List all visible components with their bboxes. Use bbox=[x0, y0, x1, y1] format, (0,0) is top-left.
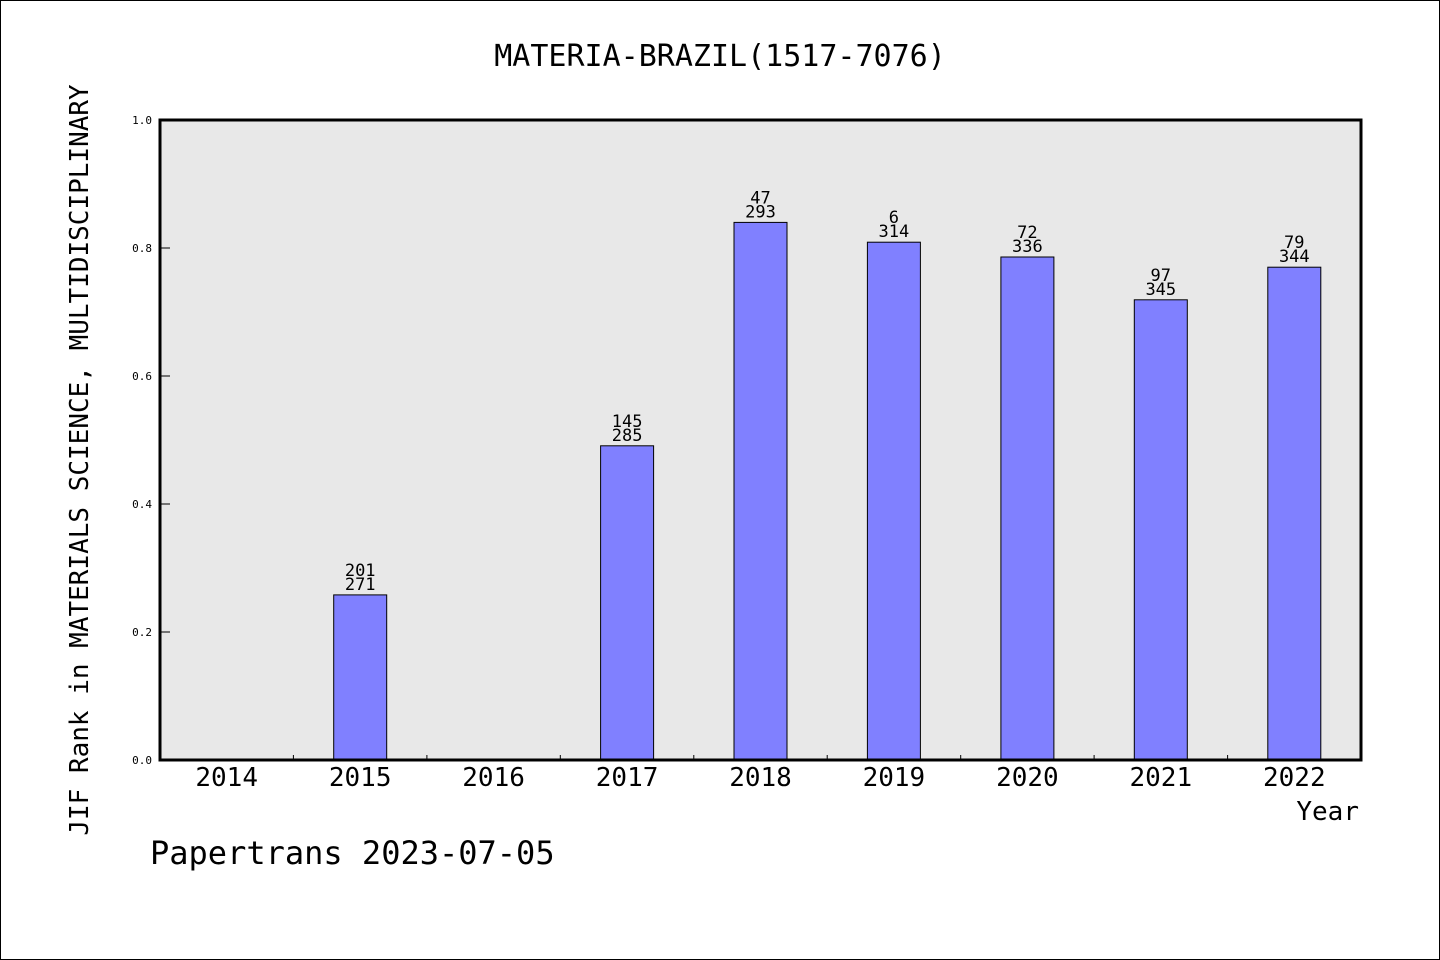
bars-group bbox=[333, 221, 1322, 761]
x-axis: 2014 2015 2016 2017 2018 2019 2020 2021 2022 bbox=[195, 755, 1326, 793]
bar-label-rank-2017: 145 bbox=[612, 412, 643, 432]
y-tick-label: 1.0 bbox=[132, 114, 152, 127]
bar-label-total-2021: 345 bbox=[1145, 280, 1176, 300]
bar-label-total-2020: 336 bbox=[1012, 237, 1043, 257]
x-tick-label-2017: 2017 bbox=[596, 763, 659, 793]
y-tick-label: 0.6 bbox=[132, 370, 152, 383]
x-tick-label-2014: 2014 bbox=[195, 763, 258, 793]
bar-label-rank-2015: 201 bbox=[345, 561, 376, 581]
footer-credit: Papertrans 2023-07-05 bbox=[150, 834, 555, 872]
bar-label-total-2019: 314 bbox=[879, 222, 910, 242]
chart-title: MATERIA-BRAZIL(1517-7076) bbox=[494, 39, 946, 74]
bar-2015 bbox=[333, 594, 388, 761]
y-tick-label: 0.2 bbox=[132, 626, 152, 639]
bar-label-total-2022: 344 bbox=[1279, 247, 1310, 267]
bar-label-rank-2019: 6 bbox=[889, 208, 899, 228]
bar-label-rank-2021: 97 bbox=[1151, 266, 1171, 286]
bar-2017 bbox=[600, 445, 655, 761]
bar-2019 bbox=[866, 241, 921, 761]
y-tick-label: 0.0 bbox=[132, 754, 152, 767]
bar-label-rank-2018: 47 bbox=[750, 188, 770, 208]
x-tick-label-2020: 2020 bbox=[996, 763, 1059, 793]
x-tick-label-2019: 2019 bbox=[863, 763, 926, 793]
bar-2022 bbox=[1267, 266, 1322, 761]
bar-2020 bbox=[1000, 256, 1055, 761]
x-tick-label-2016: 2016 bbox=[462, 763, 525, 793]
plot-border bbox=[158, 118, 1363, 762]
x-axis-label: Year bbox=[1296, 797, 1359, 827]
y-axis-label: JIF Rank in MATERIALS SCIENCE, MULTIDISC… bbox=[65, 84, 95, 836]
x-tick-label-2022: 2022 bbox=[1263, 763, 1326, 793]
bar-2021 bbox=[1133, 299, 1188, 761]
y-tick-label: 0.8 bbox=[132, 242, 152, 255]
bar-label-rank-2022: 79 bbox=[1284, 233, 1304, 253]
x-tick-label-2021: 2021 bbox=[1129, 763, 1192, 793]
bar-label-rank-2020: 72 bbox=[1017, 223, 1037, 243]
bar-label-total-2018: 293 bbox=[745, 202, 776, 222]
bar-label-total-2015: 271 bbox=[345, 575, 376, 595]
bar-2018 bbox=[733, 221, 788, 761]
x-tick-label-2015: 2015 bbox=[329, 763, 392, 793]
bar-label-total-2017: 285 bbox=[612, 426, 643, 446]
y-tick-label: 0.4 bbox=[132, 498, 152, 511]
x-tick-label-2018: 2018 bbox=[729, 763, 792, 793]
